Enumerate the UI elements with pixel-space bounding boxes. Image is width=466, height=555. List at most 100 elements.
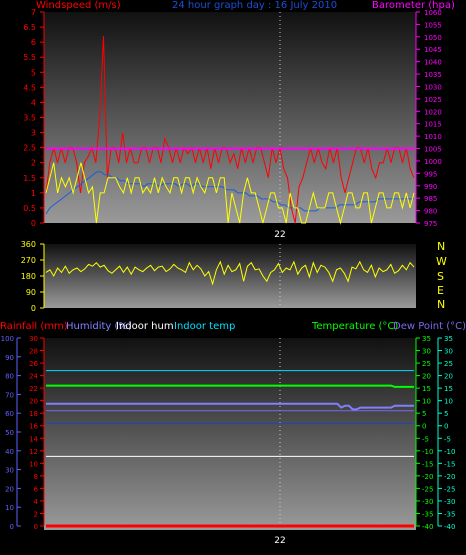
dewpoint-tick-label: 5 <box>444 410 448 418</box>
rainfall-label: Rainfall (mm) <box>0 321 68 332</box>
series-gust_line <box>45 162 415 225</box>
temperature-tick-label: -10 <box>422 448 433 456</box>
barometer-tick-label: 990 <box>424 183 437 191</box>
rain-tick-label: 4 <box>34 498 39 506</box>
humidity-tick-label: 100 <box>1 335 14 343</box>
wind-tick-label: 7 <box>31 8 36 17</box>
wind-tick-label: 3 <box>31 129 36 138</box>
humidity-tick-label: 20 <box>5 485 14 493</box>
wind-tick-label: 5.5 <box>23 53 36 62</box>
compass-n-top: N <box>437 240 446 253</box>
temperature-tick-label: 30 <box>422 348 431 356</box>
dewpoint-tick-label: -25 <box>444 485 455 493</box>
rain-tick-label: 8 <box>34 473 38 481</box>
wind-tick-label: 0 <box>31 219 36 228</box>
series-wind_avg <box>45 171 414 215</box>
temperature-tick-label: 35 <box>422 335 431 343</box>
compass-e: E <box>437 284 444 297</box>
wind-tick-label: 2.5 <box>23 144 36 153</box>
barometer-tick-label: 1030 <box>424 83 442 91</box>
barometer-tick-label: 985 <box>424 195 437 203</box>
graph-title: 24 hour graph day : 16 July 2010 <box>172 0 338 11</box>
series-humidity <box>46 402 414 411</box>
wind-tick-label: 1.5 <box>23 174 36 183</box>
rain-tick-label: 24 <box>29 373 38 381</box>
barometer-tick-label: 1060 <box>424 9 442 17</box>
temperature-tick-label: 10 <box>422 398 431 406</box>
wind-tick-label: 4.5 <box>23 83 36 92</box>
plot-area-direction <box>44 244 416 308</box>
direction-tick-label: 90 <box>26 288 36 297</box>
compass-w: W <box>436 255 447 268</box>
barometer-tick-label: 1035 <box>424 71 442 79</box>
wind-tick-label: 1 <box>31 189 36 198</box>
dewpoint-tick-label: 20 <box>444 373 453 381</box>
humidity-tick-label: 90 <box>5 354 14 362</box>
rain-tick-label: 14 <box>29 435 38 443</box>
dewpoint-tick-label: 10 <box>444 398 453 406</box>
barometer-tick-label: 1050 <box>424 34 442 42</box>
dewpoint-label: Dew Point (°C) <box>393 321 466 332</box>
temperature-tick-label: 20 <box>422 373 431 381</box>
dewpoint-tick-label: -40 <box>444 523 455 531</box>
indoor-temp-label: Indoor temp <box>174 321 236 332</box>
wind-tick-label: 6.5 <box>23 23 36 32</box>
rain-tick-label: 12 <box>29 448 38 456</box>
barometer-tick-label: 1045 <box>424 46 442 54</box>
dewpoint-tick-label: -5 <box>444 435 451 443</box>
direction-tick-label: 0 <box>31 304 36 313</box>
humidity-tick-label: 70 <box>5 391 14 399</box>
barometer-label: Barometer (hpa) <box>372 0 455 11</box>
dewpoint-tick-label: -15 <box>444 460 455 468</box>
x-tick-22-top: 22 <box>274 230 285 240</box>
dewpoint-tick-label: 35 <box>444 335 453 343</box>
wind-tick-label: 2 <box>31 159 36 168</box>
wind-tick-label: 5 <box>31 68 36 77</box>
barometer-tick-label: 980 <box>424 208 437 216</box>
wind-tick-label: 4 <box>31 98 36 107</box>
direction-tick-label: 270 <box>21 256 36 265</box>
humidity-tick-label: 10 <box>5 504 14 512</box>
indoor-hum-label: Indoor hum <box>116 321 174 332</box>
temperature-tick-label: -15 <box>422 460 433 468</box>
barometer-tick-label: 1025 <box>424 96 442 104</box>
humidity-tick-label: 60 <box>5 410 14 418</box>
direction-tick-label: 180 <box>21 272 36 281</box>
dewpoint-tick-label: -20 <box>444 473 455 481</box>
dewpoint-tick-label: -30 <box>444 498 455 506</box>
temperature-tick-label: -20 <box>422 473 433 481</box>
dewpoint-tick-label: 15 <box>444 385 453 393</box>
barometer-tick-label: 995 <box>424 170 437 178</box>
rain-tick-label: 6 <box>34 485 39 493</box>
temperature-tick-label: 15 <box>422 385 431 393</box>
barometer-tick-label: 1015 <box>424 121 442 129</box>
temperature-tick-label: -40 <box>422 523 433 531</box>
barometer-tick-label: 1055 <box>424 21 442 29</box>
x-tick-22-bottom: 22 <box>274 536 285 546</box>
barometer-tick-label: 1000 <box>424 158 442 166</box>
humidity-tick-label: 80 <box>5 373 14 381</box>
humidity-label: Humidity (%) <box>66 321 132 332</box>
windspeed-label: Windspeed (m/s) <box>36 0 121 11</box>
temperature-tick-label: -30 <box>422 498 433 506</box>
wind-tick-label: 6 <box>31 38 36 47</box>
temperature-tick-label: -35 <box>422 510 433 518</box>
humidity-tick-label: 30 <box>5 467 14 475</box>
dewpoint-tick-label: 25 <box>444 360 453 368</box>
temperature-tick-label: -25 <box>422 485 433 493</box>
compass-n-bottom: N <box>437 298 446 311</box>
barometer-tick-label: 1005 <box>424 146 442 154</box>
dewpoint-tick-label: -35 <box>444 510 455 518</box>
compass-s: S <box>437 270 444 283</box>
rain-tick-label: 18 <box>29 410 38 418</box>
dewpoint-tick-label: 30 <box>444 348 453 356</box>
rain-tick-label: 0 <box>34 523 38 531</box>
temperature-tick-label: 0 <box>422 423 426 431</box>
rain-tick-label: 28 <box>29 348 38 356</box>
wind-tick-label: 3.5 <box>23 114 36 123</box>
barometer-tick-label: 1040 <box>424 59 442 67</box>
series-direction <box>45 260 415 286</box>
rain-tick-label: 16 <box>29 423 38 431</box>
temperature-label: Temperature (°C) <box>312 321 399 332</box>
